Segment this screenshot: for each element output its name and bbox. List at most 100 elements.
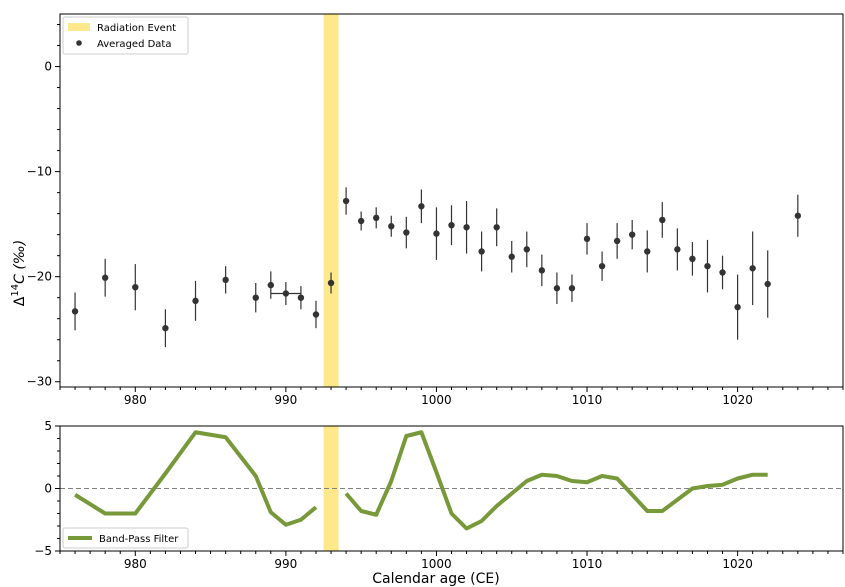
bottom-legend: Band-Pass Filter bbox=[62, 527, 189, 549]
data-marker bbox=[598, 262, 606, 270]
top-x-tick-label: 1020 bbox=[722, 393, 753, 407]
data-point bbox=[463, 201, 470, 254]
bottom-x-tick-label: 1000 bbox=[421, 557, 452, 571]
data-marker bbox=[297, 294, 305, 301]
data-marker bbox=[674, 246, 681, 253]
data-point bbox=[342, 187, 350, 215]
data-point bbox=[719, 255, 726, 290]
data-point bbox=[312, 300, 320, 329]
data-point bbox=[749, 231, 756, 306]
data-marker bbox=[71, 308, 79, 315]
data-point bbox=[613, 223, 621, 259]
data-marker bbox=[628, 231, 636, 238]
bottom-x-tick-label: 1020 bbox=[722, 557, 753, 571]
top-y-tick-label: −30 bbox=[27, 375, 52, 389]
legend-radiation-swatch bbox=[68, 23, 90, 31]
bottom-plot-frame bbox=[59, 425, 844, 552]
data-marker bbox=[433, 230, 440, 237]
top-y-tick-label: 0 bbox=[44, 60, 52, 74]
data-marker bbox=[222, 276, 229, 284]
radiation-event-band-bottom bbox=[323, 426, 339, 551]
data-marker bbox=[373, 214, 380, 222]
data-marker bbox=[282, 290, 290, 297]
data-marker bbox=[613, 237, 621, 245]
bottom-x-tick-label: 980 bbox=[124, 557, 147, 571]
data-marker bbox=[132, 283, 139, 291]
data-point bbox=[764, 250, 771, 318]
band-pass-filter-line bbox=[344, 430, 768, 531]
data-point bbox=[704, 239, 711, 293]
data-marker bbox=[478, 248, 485, 255]
data-point bbox=[689, 242, 696, 276]
band-pass-filter-line bbox=[74, 430, 318, 527]
data-marker bbox=[463, 224, 470, 231]
bottom-x-tick-label: 990 bbox=[274, 557, 297, 571]
bottom-x-ticks: 980 990 1000 1010 1020 bbox=[59, 551, 844, 571]
data-marker bbox=[267, 281, 275, 289]
top-x-tick-label: 990 bbox=[274, 393, 297, 407]
legend-averaged-label: Averaged Data bbox=[97, 39, 171, 50]
data-point bbox=[252, 282, 259, 313]
bottom-y-tick-label: 0 bbox=[44, 482, 52, 496]
data-point bbox=[373, 207, 380, 229]
data-marker bbox=[342, 197, 350, 205]
bottom-y-tick-label: 5 bbox=[44, 419, 52, 433]
data-marker bbox=[192, 297, 199, 305]
data-marker bbox=[659, 216, 666, 224]
data-marker bbox=[523, 246, 530, 253]
data-marker bbox=[764, 280, 771, 288]
data-point bbox=[71, 292, 79, 331]
data-marker bbox=[719, 269, 726, 276]
data-point bbox=[538, 254, 546, 287]
averaged-data-points bbox=[71, 187, 802, 348]
data-marker bbox=[388, 223, 395, 230]
data-point bbox=[388, 215, 395, 237]
data-point bbox=[270, 281, 301, 306]
data-marker bbox=[583, 235, 591, 243]
bottom-y-tick-label: −5 bbox=[34, 544, 52, 558]
data-marker bbox=[749, 265, 756, 272]
data-point bbox=[674, 228, 681, 271]
data-point bbox=[222, 266, 229, 294]
data-point bbox=[794, 194, 802, 237]
data-point bbox=[162, 309, 169, 348]
data-marker bbox=[403, 229, 410, 236]
data-marker bbox=[101, 274, 109, 281]
band-pass-filter-lines bbox=[74, 430, 768, 531]
data-point bbox=[327, 272, 335, 294]
data-point bbox=[644, 230, 651, 273]
data-point bbox=[433, 207, 440, 260]
bottom-x-tick-label: 1010 bbox=[572, 557, 603, 571]
top-legend-box bbox=[62, 16, 189, 55]
radiation-event-band bbox=[323, 14, 339, 387]
data-point bbox=[659, 202, 666, 238]
data-point bbox=[478, 231, 485, 272]
data-point bbox=[734, 274, 741, 340]
data-marker bbox=[252, 294, 259, 301]
data-marker bbox=[327, 279, 335, 287]
top-x-tick-label: 980 bbox=[124, 393, 147, 407]
data-marker bbox=[357, 217, 365, 225]
data-point bbox=[508, 240, 515, 273]
top-y-ticks: −30 −20 −10 0 bbox=[27, 24, 60, 389]
top-x-tick-label: 1010 bbox=[572, 393, 603, 407]
data-marker bbox=[794, 212, 802, 219]
legend-radiation-label: Radiation Event bbox=[97, 23, 176, 34]
data-point bbox=[418, 189, 425, 224]
bottom-legend-box bbox=[62, 527, 189, 549]
bottom-x-axis-label: Calendar age (CE) bbox=[372, 571, 499, 587]
top-x-ticks: 980 990 1000 1010 1020 bbox=[59, 387, 844, 407]
data-marker bbox=[312, 311, 320, 318]
data-point bbox=[553, 272, 561, 304]
data-point bbox=[192, 280, 199, 321]
data-marker bbox=[448, 221, 455, 229]
radiation-event-band-rect bbox=[323, 14, 339, 387]
data-marker bbox=[508, 253, 515, 260]
data-point bbox=[493, 208, 500, 247]
legend-band-pass-label: Band-Pass Filter bbox=[99, 534, 179, 545]
top-y-axis-label: Δ14C (‰) bbox=[10, 240, 28, 306]
top-y-tick-label: −10 bbox=[27, 165, 52, 179]
data-marker bbox=[162, 324, 169, 332]
data-point bbox=[403, 216, 410, 249]
